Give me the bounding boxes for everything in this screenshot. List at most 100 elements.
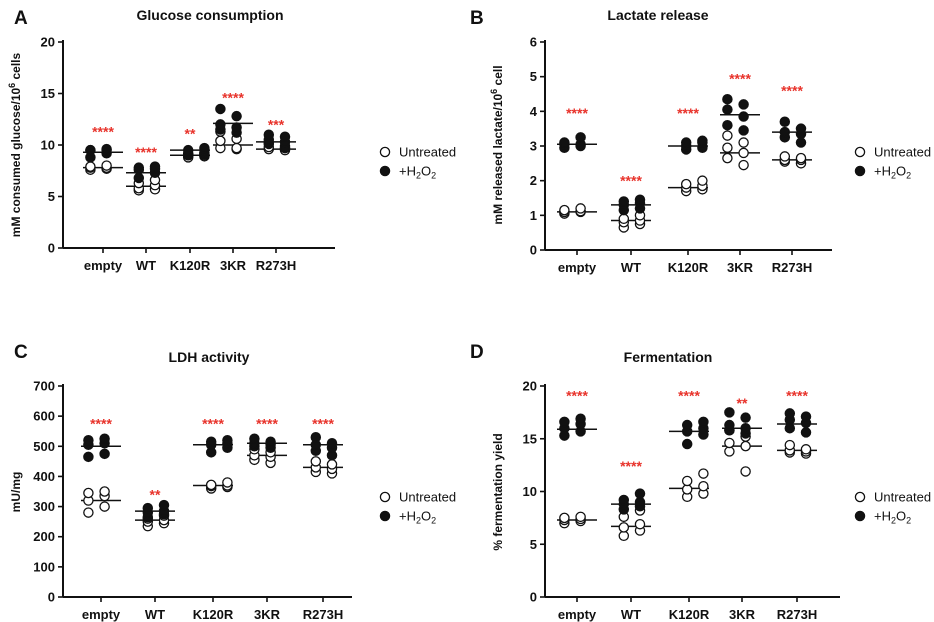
data-point-treated (99, 433, 110, 444)
y-axis-label: % fermentation yield (491, 433, 505, 550)
y-tick-label: 2 (530, 173, 537, 188)
y-axis-label-sup: 6 (489, 89, 499, 94)
data-point-treated (231, 110, 242, 122)
x-tick-label: K120R (193, 607, 234, 622)
data-point-treated (559, 416, 570, 428)
significance-label: **** (566, 387, 588, 403)
x-tick-label: 3KR (727, 260, 754, 275)
data-point-untreated (681, 475, 693, 487)
data-point-untreated (779, 151, 791, 162)
legend-treated-o: O (896, 164, 906, 179)
data-point-untreated (738, 159, 749, 171)
legend-untreated-label: Untreated (874, 490, 931, 505)
significance-label: **** (620, 173, 642, 189)
data-point-treated (795, 137, 807, 148)
data-point-untreated (800, 444, 812, 455)
significance-label: **** (90, 416, 112, 432)
data-point-treated (263, 129, 275, 140)
x-tick-label: R273H (303, 607, 343, 622)
data-point-untreated (740, 440, 751, 452)
x-tick-label: 3KR (254, 607, 281, 622)
data-point-treated (149, 161, 161, 172)
data-point-treated (279, 131, 291, 143)
significance-label: *** (268, 116, 285, 132)
data-point-treated (133, 162, 145, 173)
significance-label: ** (737, 395, 748, 411)
legend-untreated-marker (379, 491, 391, 503)
x-tick-label: 3KR (220, 258, 247, 273)
legend-untreated-marker (854, 146, 866, 158)
data-point-untreated (795, 152, 807, 164)
data-point-untreated (326, 459, 338, 470)
data-point-treated (559, 137, 570, 148)
legend-treated-sub2: 2 (906, 516, 911, 526)
data-point-untreated (698, 468, 709, 479)
data-point-treated (83, 435, 94, 446)
legend-untreated-marker (379, 146, 391, 158)
data-point-treated (738, 111, 749, 122)
significance-label: **** (566, 105, 588, 121)
data-point-treated (698, 416, 709, 428)
significance-label: ** (150, 487, 161, 503)
significance-label: **** (786, 387, 808, 403)
y-tick-label: 10 (523, 484, 537, 499)
legend: Untreated+H2O2 (379, 145, 456, 181)
y-tick-label: 0 (48, 590, 55, 605)
data-point-treated (182, 144, 194, 156)
data-point-treated (618, 196, 630, 207)
y-axis-label-main: mU/mg (9, 472, 23, 513)
data-point-treated (681, 438, 693, 450)
data-point-untreated (101, 160, 112, 171)
panel-D: D Fermentation 0 5 10 15 20 % fermentation yiel… (470, 342, 931, 622)
data-point-untreated (722, 130, 733, 141)
x-tick-label: R273H (772, 260, 812, 275)
y-tick-label: 0 (530, 243, 537, 258)
data-point-untreated (559, 204, 570, 216)
x-tick-label: WT (621, 260, 641, 275)
legend-treated-sub: 2 (416, 171, 421, 181)
significance-label: **** (620, 458, 642, 474)
x-tick-label: empty (84, 258, 123, 273)
legend-treated-o: O (421, 509, 431, 524)
legend: Untreated+H2O2 (854, 490, 931, 526)
data-point-treated (310, 431, 322, 443)
data-point-treated (800, 411, 812, 422)
data-point-untreated (618, 213, 630, 225)
significance-label: **** (92, 124, 114, 140)
y-axis-label: mM released lactate/106 cell (489, 65, 505, 224)
data-point-treated (697, 135, 708, 147)
data-point-treated (722, 119, 733, 131)
data-point-untreated (680, 178, 692, 190)
data-point-treated (722, 93, 733, 105)
data-point-treated (740, 422, 751, 434)
data-point-untreated (205, 479, 217, 491)
data-point-treated (795, 123, 807, 134)
panel-letter: B (470, 8, 484, 29)
data-point-untreated (724, 437, 735, 449)
significance-label: **** (729, 70, 751, 86)
significance-label: **** (202, 416, 224, 432)
data-point-treated (784, 408, 796, 419)
data-point-untreated (634, 518, 646, 530)
data-point-treated (101, 143, 112, 155)
x-tick-label: K120R (668, 260, 709, 275)
legend-treated-sub2: 2 (906, 171, 911, 181)
data-point-treated (142, 502, 154, 514)
data-point-untreated (559, 512, 570, 524)
y-tick-label: 5 (48, 189, 55, 204)
data-point-treated (618, 494, 630, 506)
data-point-untreated (222, 477, 233, 488)
x-tick-label: empty (558, 607, 597, 622)
data-point-treated (326, 438, 338, 449)
y-axis-label: mM consumed glucose/106 cells (7, 52, 23, 237)
y-axis-label-tail: cell (491, 65, 505, 88)
legend-treated-sub: 2 (891, 516, 896, 526)
legend-treated-sub: 2 (416, 516, 421, 526)
data-point-treated (215, 103, 226, 115)
x-tick-label: empty (82, 607, 121, 622)
legend-treated-o: O (421, 164, 431, 179)
legend-treated-label: +H2O2 (399, 509, 436, 526)
data-point-treated (222, 435, 233, 446)
